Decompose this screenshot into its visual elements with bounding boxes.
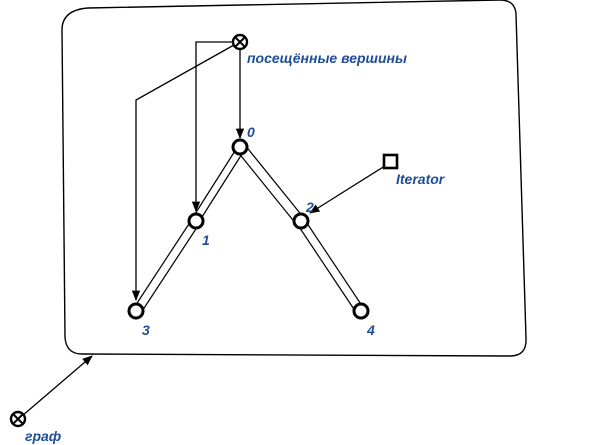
node-label-4: 4 <box>366 322 375 338</box>
node-1 <box>187 212 205 230</box>
node-4 <box>352 302 370 320</box>
edge-1-3 <box>132 218 201 314</box>
node-3 <box>127 302 145 320</box>
node-label-2: 2 <box>305 199 314 215</box>
visited-label: посещённые вершины <box>247 50 407 66</box>
iterator-arrow <box>309 163 389 214</box>
node-label-3: 3 <box>142 322 150 338</box>
node-0 <box>231 138 249 156</box>
graph-pointer-icon <box>9 410 27 428</box>
edge-0-2 <box>237 144 304 225</box>
visited-pointer-icon <box>231 33 249 51</box>
node-label-0: 0 <box>247 124 255 140</box>
visited-arrows <box>131 41 245 302</box>
graph-frame <box>61 0 527 357</box>
iterator-square-icon <box>382 153 399 170</box>
node-2 <box>292 212 310 230</box>
iterator-label: Iterator <box>396 171 446 187</box>
edge-2-4 <box>297 219 365 315</box>
node-label-1: 1 <box>202 232 210 248</box>
graph-arrow <box>21 355 93 417</box>
graph-label: граф <box>25 428 61 444</box>
